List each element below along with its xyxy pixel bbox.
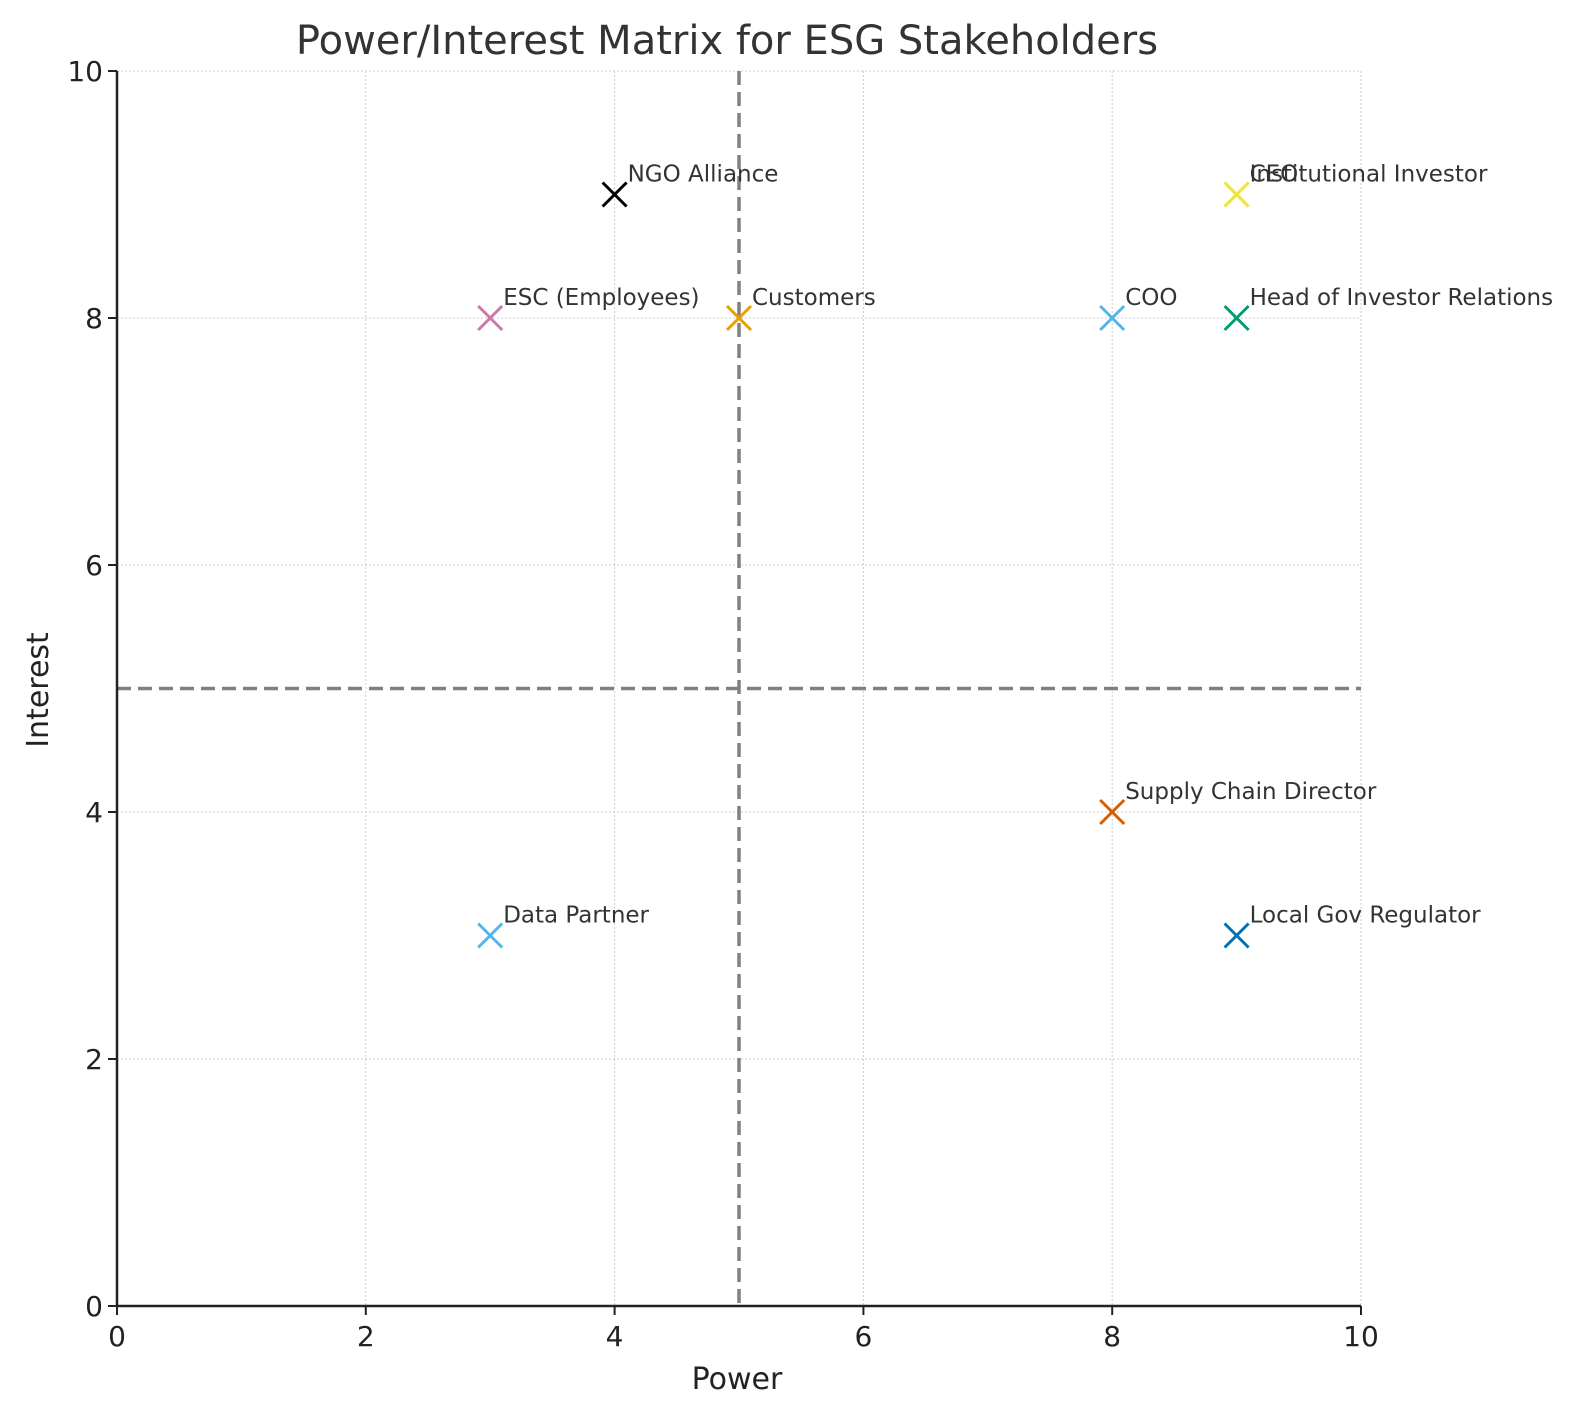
y-tick-label: 0 — [85, 1290, 103, 1323]
y-tick-label: 10 — [67, 55, 103, 88]
y-tick-label: 4 — [85, 796, 103, 829]
marker-stroke — [1099, 304, 1126, 332]
x-tick-label: 6 — [854, 1320, 872, 1353]
y-tick-label: 2 — [85, 1043, 103, 1076]
marker-stroke — [601, 181, 628, 208]
x-tick-label: 8 — [1103, 1320, 1121, 1353]
y-axis-label: Interest — [21, 632, 56, 748]
point-marker — [1223, 922, 1250, 949]
marker-stroke — [477, 304, 504, 332]
axes — [115, 71, 1361, 1308]
point-label: ESC (Employees) — [503, 285, 699, 311]
marker-stroke — [725, 304, 753, 332]
point-label: Local Gov Regulator — [1250, 903, 1482, 929]
point-label: CEO — [1250, 162, 1299, 188]
point-marker — [725, 304, 753, 332]
point-label: NGO Alliance — [628, 162, 779, 188]
point-label: Head of Investor Relations — [1250, 285, 1554, 311]
y-tick-label: 6 — [85, 549, 103, 582]
point-label: Data Partner — [503, 903, 649, 929]
marker-stroke — [1223, 181, 1250, 208]
point-marker — [1223, 181, 1250, 208]
x-tick-label: 0 — [108, 1320, 126, 1353]
point-label: Supply Chain Director — [1125, 779, 1377, 805]
y-tick-label: 8 — [85, 302, 103, 335]
marker-stroke — [1223, 922, 1250, 949]
point-marker — [477, 304, 504, 332]
x-tick-label: 2 — [357, 1320, 375, 1353]
point-marker — [601, 181, 628, 208]
quadrant-lines — [117, 71, 1361, 1306]
marker-stroke — [477, 922, 504, 949]
point-label: Customers — [752, 285, 876, 311]
marker-stroke — [1223, 304, 1250, 332]
chart-title: Power/Interest Matrix for ESG Stakeholde… — [296, 18, 1158, 64]
x-tick-label: 4 — [606, 1320, 624, 1353]
point-label: Institutional Investor — [1250, 162, 1488, 188]
point-marker — [477, 922, 504, 949]
x-axis-label: Power — [692, 1362, 783, 1397]
points — [477, 181, 1250, 949]
x-tick-label: 10 — [1343, 1320, 1379, 1353]
ticks: 0 2 4 6 8 10 0 2 4 6 8 10 — [67, 55, 1378, 1353]
point-marker — [1099, 798, 1126, 826]
marker-stroke — [1099, 798, 1126, 826]
point-marker — [1099, 304, 1126, 332]
point-marker — [1223, 304, 1250, 332]
point-label: COO — [1125, 285, 1177, 311]
